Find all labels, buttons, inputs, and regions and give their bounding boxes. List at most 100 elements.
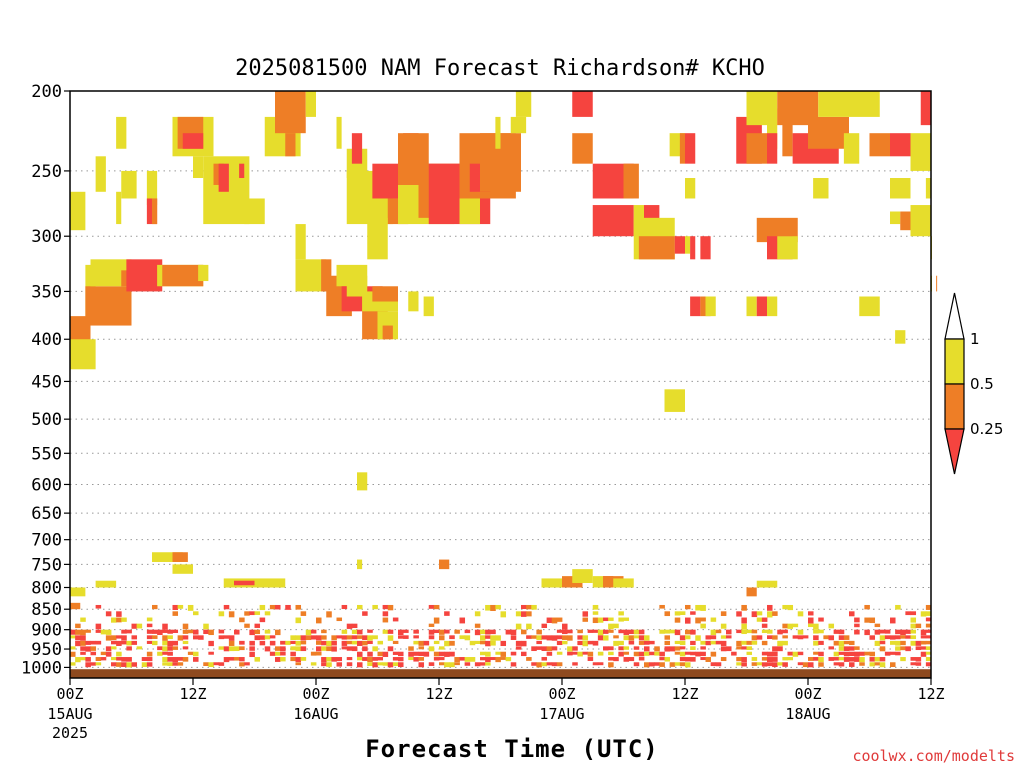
legend: 1 0.5 0.25 xyxy=(944,292,1003,475)
cell-142 xyxy=(331,635,337,641)
cell-142 xyxy=(751,640,758,645)
cell-141 xyxy=(849,611,855,617)
cell-142 xyxy=(838,640,845,647)
cell-142 xyxy=(782,662,788,667)
cell-142 xyxy=(490,657,496,661)
cell-142 xyxy=(782,657,788,661)
cell-142 xyxy=(193,651,199,657)
credit-text[interactable]: coolwx.com/modelts xyxy=(852,747,1015,765)
cell-142 xyxy=(879,635,886,641)
cell-21 xyxy=(193,156,204,179)
cell-142 xyxy=(772,651,778,657)
cell-142 xyxy=(690,629,696,635)
cell-142 xyxy=(700,651,706,657)
cell-142 xyxy=(761,657,768,661)
cell-142 xyxy=(208,662,214,667)
cell-142 xyxy=(541,662,548,667)
cell-142 xyxy=(208,629,214,636)
xtick-date-0: 15AUG xyxy=(47,705,92,723)
cell-142 xyxy=(362,635,368,641)
cell-142 xyxy=(608,651,614,656)
cell-142 xyxy=(618,646,624,651)
cell-142 xyxy=(85,657,91,662)
cell-84 xyxy=(767,133,778,164)
cell-142 xyxy=(659,651,665,657)
cell-142 xyxy=(321,657,327,663)
cell-142 xyxy=(90,651,97,656)
cell-142 xyxy=(802,635,809,639)
cell-31 xyxy=(336,116,342,149)
cell-72 xyxy=(638,236,675,260)
cell-142 xyxy=(111,635,117,641)
cell-96 xyxy=(818,91,849,117)
cell-142 xyxy=(295,662,302,666)
cell-142 xyxy=(608,646,614,651)
cell-142 xyxy=(495,657,501,663)
cell-142 xyxy=(915,657,922,662)
cell-141 xyxy=(756,617,763,622)
cell-142 xyxy=(254,629,261,635)
cell-142 xyxy=(526,635,532,639)
cell-142 xyxy=(152,635,158,639)
cell-142 xyxy=(808,662,814,668)
cell-142 xyxy=(664,646,671,652)
cell-100 xyxy=(890,178,911,199)
cell-141 xyxy=(495,604,501,610)
cell-142 xyxy=(218,635,225,640)
cell-142 xyxy=(75,657,81,663)
cell-142 xyxy=(925,651,932,655)
xtick-label-0: 00Z xyxy=(56,685,83,703)
cell-142 xyxy=(905,629,911,634)
cell-142 xyxy=(638,657,645,661)
cell-142 xyxy=(269,635,276,639)
cell-142 xyxy=(105,646,112,652)
cell-33 xyxy=(351,133,363,164)
cell-142 xyxy=(813,629,819,634)
cell-142 xyxy=(367,640,373,645)
cell-142 xyxy=(392,651,399,655)
cell-142 xyxy=(843,635,850,640)
cell-141 xyxy=(531,604,537,610)
cell-142 xyxy=(818,640,824,645)
cell-142 xyxy=(556,629,563,633)
cell-142 xyxy=(387,629,394,634)
cell-142 xyxy=(828,657,835,661)
cell-141 xyxy=(228,611,235,618)
cell-142 xyxy=(228,640,235,646)
cell-139 xyxy=(70,587,86,597)
cell-142 xyxy=(182,640,189,645)
cell-25 xyxy=(239,163,245,179)
cell-142 xyxy=(664,629,671,634)
cell-67 xyxy=(592,205,634,237)
cell-142 xyxy=(172,640,179,646)
cell-142 xyxy=(633,635,640,639)
cell-97 xyxy=(849,91,880,117)
cell-141 xyxy=(336,617,343,622)
cell-142 xyxy=(177,635,184,641)
cell-142 xyxy=(162,646,168,652)
cell-14 xyxy=(116,191,122,225)
cell-142 xyxy=(597,629,604,636)
cell-142 xyxy=(439,646,445,650)
cell-142 xyxy=(741,662,747,667)
cell-142 xyxy=(664,635,671,640)
cell-142 xyxy=(392,657,399,661)
cell-142 xyxy=(685,629,691,635)
cell-142 xyxy=(116,640,122,646)
cell-142 xyxy=(618,629,624,634)
cell-142 xyxy=(818,651,824,657)
cell-142 xyxy=(357,651,363,657)
cell-76 xyxy=(700,236,711,260)
cell-7 xyxy=(126,259,163,292)
cell-129 xyxy=(357,559,363,570)
cell-142 xyxy=(367,629,373,633)
cell-142 xyxy=(910,657,917,661)
cell-142 xyxy=(182,629,189,634)
cell-142 xyxy=(582,651,589,655)
cell-142 xyxy=(485,662,491,666)
cell-141 xyxy=(526,623,532,630)
cell-141 xyxy=(767,604,773,611)
cell-142 xyxy=(449,651,455,657)
cell-142 xyxy=(433,657,440,661)
cell-142 xyxy=(316,651,322,656)
